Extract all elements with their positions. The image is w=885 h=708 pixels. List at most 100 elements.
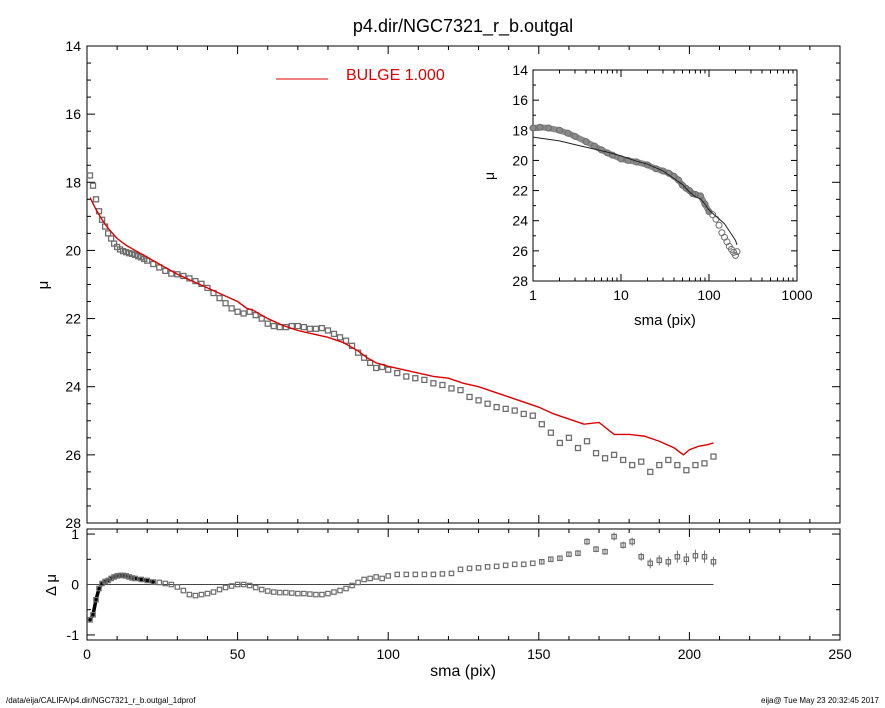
data-point — [701, 460, 708, 467]
residual-point — [108, 575, 114, 582]
residual-point — [234, 581, 241, 588]
inset-panel: 14 16 18 20 22 24 26 281 10 100 1000 sma (pix) μ — [481, 62, 813, 329]
y-tick-label: 16 — [512, 92, 528, 108]
data-point — [529, 412, 536, 419]
residual-point — [331, 589, 337, 595]
residual-point — [325, 590, 331, 597]
residual-point — [117, 572, 123, 579]
data-point — [300, 323, 308, 331]
data-point — [104, 230, 112, 237]
data-point — [366, 359, 374, 367]
residual-point — [403, 571, 410, 578]
data-point — [733, 248, 741, 256]
data-point — [638, 458, 645, 465]
residual-point — [439, 571, 446, 577]
residual-point — [647, 560, 654, 567]
data-point — [601, 455, 609, 462]
data-point — [312, 325, 320, 332]
residual-point — [156, 579, 163, 586]
data-point — [240, 310, 247, 317]
data-point — [571, 132, 579, 140]
residual-point — [367, 575, 373, 582]
data-point — [583, 438, 591, 445]
residual-point — [355, 579, 361, 586]
residual-point — [252, 584, 259, 591]
residual-point — [289, 590, 295, 596]
y-axis-label: μ — [35, 281, 52, 290]
y-tick-label: 26 — [512, 243, 528, 259]
data-point — [731, 251, 739, 259]
residual-point — [602, 548, 608, 555]
residual-point — [276, 589, 283, 596]
data-point — [439, 381, 446, 389]
data-point — [318, 324, 326, 332]
residual-point — [102, 578, 108, 585]
data-point — [674, 461, 681, 469]
residual-point — [240, 581, 247, 588]
data-point — [373, 364, 380, 372]
data-point — [665, 456, 672, 464]
data-point — [592, 450, 600, 457]
residual-point — [120, 572, 126, 579]
data-point — [385, 366, 392, 373]
data-point — [582, 138, 590, 146]
residual-point — [421, 571, 428, 578]
data-point — [144, 257, 151, 264]
residual-point — [379, 575, 385, 582]
residual-point — [529, 560, 536, 567]
residual-point — [198, 591, 205, 598]
data-point — [174, 271, 181, 278]
y-tick-label: 24 — [512, 213, 528, 229]
y-tick-label: 22 — [512, 183, 528, 199]
data-point — [547, 429, 554, 436]
data-point — [624, 156, 632, 164]
residual-point — [593, 546, 599, 552]
x-tick-label: 100 — [697, 287, 721, 303]
residual-point — [307, 591, 313, 597]
residual-point — [150, 579, 157, 585]
inset-background — [533, 70, 797, 281]
residual-point — [620, 542, 626, 548]
data-point — [107, 235, 115, 242]
residual-point — [511, 561, 518, 568]
y-tick-label: 26 — [65, 447, 81, 463]
residual-point — [566, 551, 572, 558]
data-point — [162, 267, 169, 275]
footer-user-timestamp: eija@ Tue May 23 20:32:45 2017 — [761, 696, 879, 705]
data-point — [629, 461, 636, 469]
residual-point — [210, 589, 217, 595]
data-point — [330, 330, 338, 338]
data-point — [502, 405, 509, 413]
residual-point — [111, 574, 117, 580]
residual-point — [502, 562, 509, 569]
y-tick-label: -1 — [67, 627, 80, 643]
figure-title: p4.dir/NGC7321_r_b.outgal — [353, 16, 573, 37]
data-point — [394, 369, 401, 377]
data-point — [493, 404, 500, 411]
y-axis-label: Δ μ — [43, 574, 60, 596]
data-point — [574, 444, 582, 452]
data-point — [264, 320, 271, 327]
residual-point — [343, 585, 349, 592]
data-point — [715, 221, 723, 229]
model-line — [532, 136, 738, 245]
residual-point — [584, 538, 590, 545]
data-point — [643, 161, 651, 169]
y-tick-label: 20 — [512, 152, 528, 168]
residual-point — [301, 590, 307, 597]
residual-point — [87, 617, 93, 623]
y-tick-label: 0 — [71, 577, 79, 593]
data-point — [228, 305, 235, 312]
residual-point — [180, 587, 187, 594]
x-tick-label: 0 — [83, 646, 91, 662]
data-point — [306, 325, 314, 332]
residual-point — [638, 553, 645, 560]
data-point — [556, 439, 564, 447]
residual-point — [295, 590, 301, 597]
residual-point — [430, 571, 437, 578]
data-point — [511, 407, 518, 414]
data-point — [564, 129, 572, 137]
x-tick-label: 150 — [527, 646, 551, 662]
residual-point — [466, 565, 473, 572]
y-tick-label: 14 — [512, 62, 528, 78]
